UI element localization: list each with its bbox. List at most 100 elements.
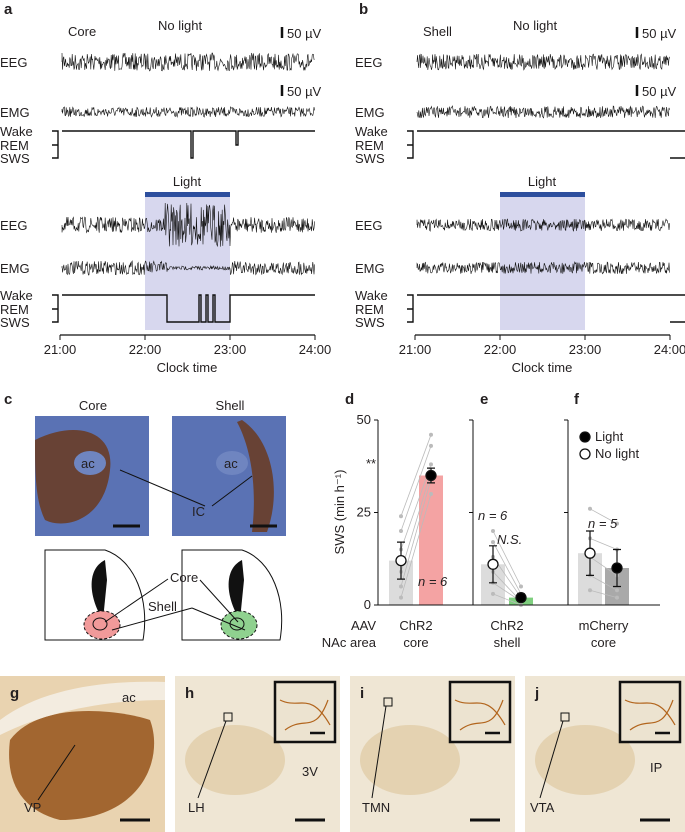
time-tick-label: 22:00 (129, 342, 162, 357)
state-label: Wake (355, 124, 388, 139)
annotation: N.S. (497, 532, 522, 547)
time-tick-label: 22:00 (484, 342, 517, 357)
subject-point (491, 529, 495, 533)
schematic-pointer (104, 578, 246, 631)
image-title: Core (79, 398, 107, 413)
pointer (371, 705, 387, 799)
subject-point (429, 443, 433, 448)
state-bracket (407, 130, 414, 159)
mean-marker (395, 554, 407, 567)
category-label: ChR2 (399, 618, 432, 633)
state-label: REM (0, 138, 29, 153)
state-label: Wake (355, 288, 388, 303)
inset-image (273, 680, 337, 744)
pointer (197, 720, 227, 799)
stain-region (237, 420, 274, 532)
row-label: EEG (0, 218, 27, 233)
area-label: core (403, 635, 428, 650)
x-axis-label: Clock time (157, 360, 218, 375)
category-label: mCherry (579, 618, 629, 633)
mean-marker (584, 547, 596, 559)
subject-line (400, 434, 432, 517)
subject-line (589, 556, 618, 576)
subject-line (492, 593, 522, 606)
subject-point (399, 514, 403, 519)
row-label: AAV (351, 618, 376, 633)
subject-line (589, 589, 618, 598)
subject-line (589, 508, 618, 524)
subject-point (429, 492, 433, 496)
panel-letter: a (4, 1, 13, 18)
time-tick-label: 23:00 (569, 342, 602, 357)
nac-region (220, 610, 258, 640)
row-label: EMG (0, 261, 30, 276)
time-tick-label: 21:00 (44, 342, 77, 357)
panel-letter: f (574, 391, 580, 408)
subject-point (519, 584, 523, 589)
stain-region (185, 725, 285, 795)
subject-line (492, 541, 522, 595)
y-tick-label: 25 (357, 505, 371, 520)
state-label: REM (355, 138, 384, 153)
state-label: SWS (355, 151, 385, 166)
panel-letter: c (4, 391, 12, 408)
y-tick-label: 50 (357, 412, 371, 427)
roi-box (383, 697, 393, 707)
schematic-label: Shell (148, 599, 177, 614)
schematic-label: Core (170, 570, 198, 585)
subject-line (400, 471, 432, 572)
inset-image (448, 680, 512, 744)
panel-letter: i (360, 685, 364, 702)
scale-label: 50 µV (287, 26, 322, 41)
condition-label: No light (158, 18, 202, 33)
condition-label: No light (513, 18, 557, 33)
stain-region (360, 725, 460, 795)
time-tick-label: 24:00 (299, 342, 332, 357)
subject-point (399, 529, 403, 533)
panel-letter: g (10, 685, 19, 702)
scale-label: 50 µV (642, 26, 677, 41)
subject-line (589, 538, 618, 550)
scale-label: 50 µV (642, 84, 677, 99)
annotation: ** (366, 456, 376, 471)
light-shade (500, 197, 585, 330)
roi-box (560, 712, 570, 722)
region-label: TMN (362, 800, 390, 815)
region-label: 3V (302, 764, 318, 779)
state-label: SWS (0, 315, 30, 330)
state-label: Wake (0, 124, 33, 139)
fiber-stain (624, 699, 676, 731)
signal-trace (61, 260, 315, 276)
state-bracket (52, 130, 59, 159)
region-label: IP (650, 760, 662, 775)
ac-label: ac (224, 456, 238, 471)
annotation: n = 6 (418, 574, 448, 589)
ac-tract (0, 681, 165, 735)
state-label: REM (355, 302, 384, 317)
ac-region (74, 451, 106, 475)
legend-marker (579, 431, 591, 443)
subject-line (400, 445, 432, 532)
subject-point (429, 432, 433, 437)
subject-line (400, 479, 432, 587)
roi-box (223, 712, 233, 722)
light-bar (500, 192, 585, 197)
subject-point (615, 588, 619, 593)
hypnogram (417, 130, 685, 159)
annotation: n = 6 (478, 508, 508, 523)
region-label: VP (24, 800, 41, 815)
panel-letter: e (480, 391, 488, 408)
ic-pointer (119, 469, 253, 507)
annotation: n = 5 (588, 516, 618, 531)
image-title: Shell (216, 398, 245, 413)
panel-letter: j (534, 685, 539, 702)
ic-label: IC (192, 504, 205, 519)
signal-trace (61, 105, 315, 118)
time-tick-label: 21:00 (399, 342, 432, 357)
row-label: EEG (355, 55, 382, 70)
mean-marker (611, 562, 623, 574)
state-label: SWS (0, 151, 30, 166)
region-label: LH (188, 800, 205, 815)
pointer (539, 720, 564, 799)
area-label: core (591, 635, 616, 650)
